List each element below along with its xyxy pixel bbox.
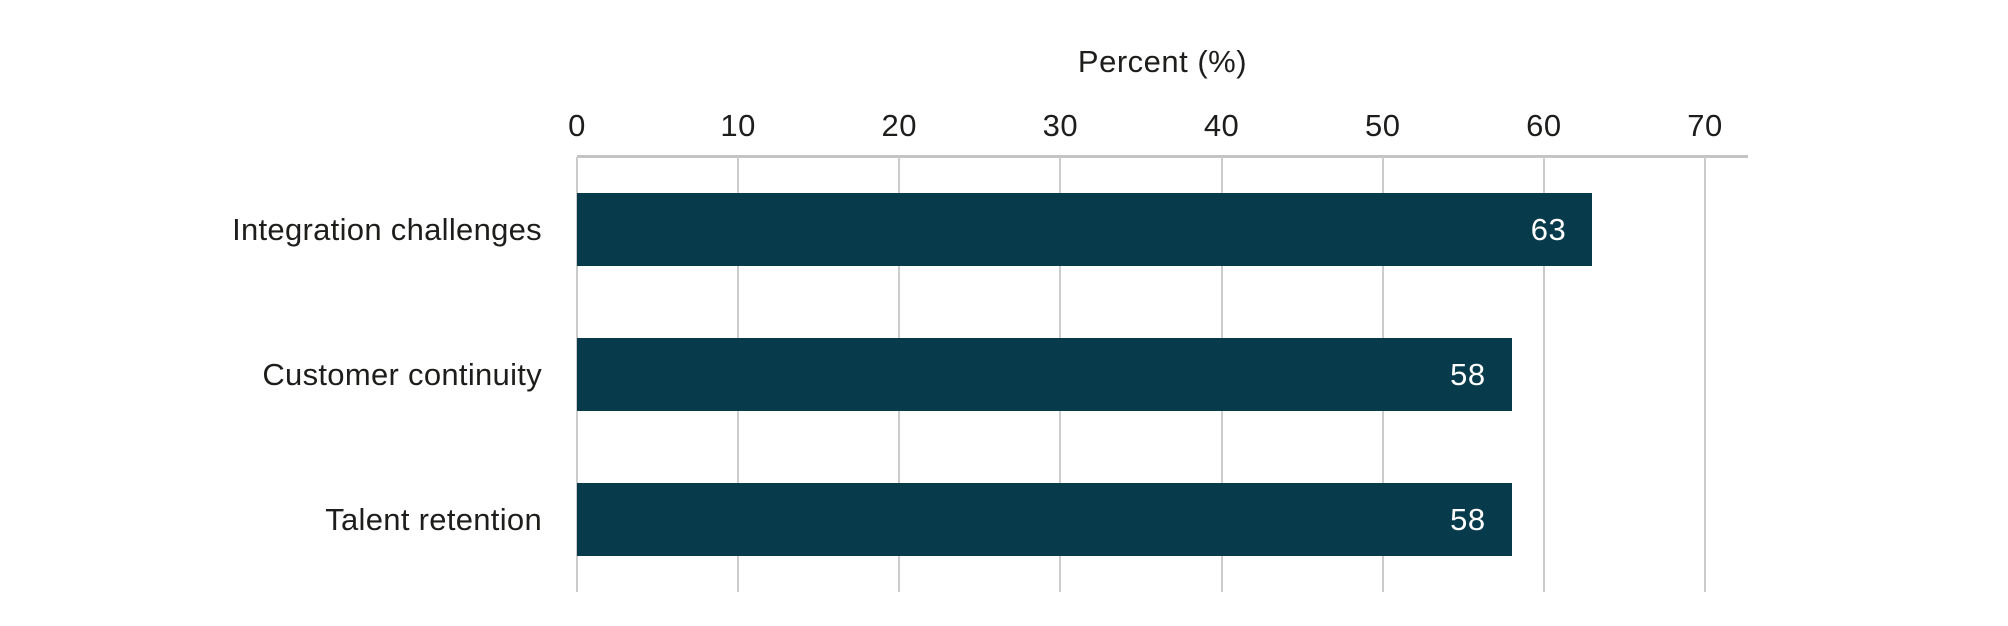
x-tick-label: 20 xyxy=(881,108,918,143)
x-axis-line xyxy=(577,155,1748,158)
gridline xyxy=(1542,157,1545,592)
category-label: Talent retention xyxy=(325,501,542,537)
x-tick-label: 30 xyxy=(1042,108,1079,143)
plot-area: 0 10 20 30 40 50 60 70 63 58 58 xyxy=(568,108,1748,592)
x-tick-label: 70 xyxy=(1687,108,1723,143)
x-tick-label: 40 xyxy=(1203,108,1240,143)
bar: 58 xyxy=(577,483,1512,556)
bar-value-label: 58 xyxy=(1450,356,1486,392)
bar: 63 xyxy=(577,193,1593,266)
x-tick-label: 0 xyxy=(568,108,586,143)
x-tick-label: 10 xyxy=(720,108,756,143)
gridline xyxy=(1704,157,1706,592)
x-tick-label: 60 xyxy=(1526,108,1562,143)
category-label: Integration challenges xyxy=(232,211,542,247)
category-label: Customer continuity xyxy=(262,356,542,392)
bar-value-label: 58 xyxy=(1450,501,1486,537)
chart-title: Percent (%) xyxy=(1077,44,1248,79)
bar: 58 xyxy=(577,338,1512,411)
x-tick-label: 50 xyxy=(1364,108,1401,143)
bar-value-label: 63 xyxy=(1530,211,1567,247)
